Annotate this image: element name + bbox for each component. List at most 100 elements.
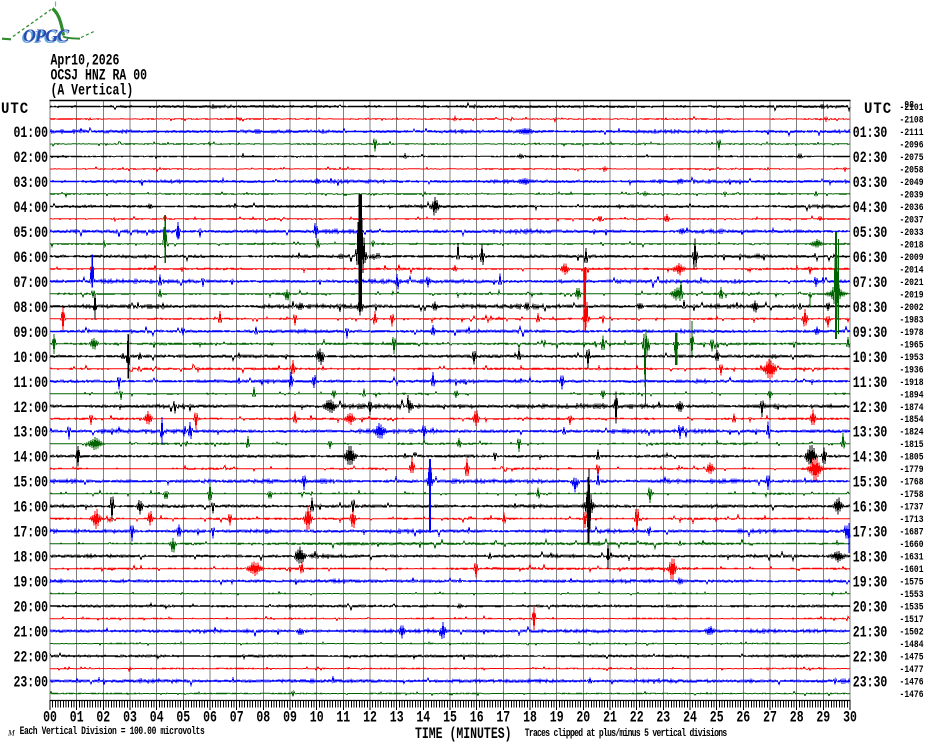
svg-text:-1737: -1737 bbox=[900, 501, 924, 513]
svg-text:-1601: -1601 bbox=[900, 563, 924, 575]
svg-text:10:30: 10:30 bbox=[853, 350, 887, 367]
svg-text:08:30: 08:30 bbox=[853, 300, 887, 317]
svg-text:19:30: 19:30 bbox=[853, 575, 887, 592]
svg-text:-1978: -1978 bbox=[900, 326, 924, 338]
svg-text:20:00: 20:00 bbox=[14, 600, 48, 617]
svg-text:02: 02 bbox=[96, 710, 110, 727]
svg-text:-2096: -2096 bbox=[900, 139, 924, 151]
svg-text:-2002: -2002 bbox=[900, 301, 924, 313]
svg-text:-1477: -1477 bbox=[900, 663, 924, 675]
svg-text:02:00: 02:00 bbox=[14, 151, 48, 168]
svg-text:16:30: 16:30 bbox=[853, 500, 887, 517]
svg-text:-1815: -1815 bbox=[900, 438, 924, 450]
svg-text:-1476: -1476 bbox=[900, 688, 924, 700]
svg-text:26: 26 bbox=[736, 710, 750, 727]
svg-text:17:30: 17:30 bbox=[853, 525, 887, 542]
svg-text:-1553: -1553 bbox=[900, 588, 924, 600]
svg-text:20: 20 bbox=[576, 710, 590, 727]
svg-text:-1631: -1631 bbox=[900, 551, 924, 563]
svg-text:-2111: -2111 bbox=[900, 126, 924, 138]
svg-text:-2009: -2009 bbox=[900, 251, 924, 263]
svg-text:14:30: 14:30 bbox=[853, 450, 887, 467]
svg-text:05: 05 bbox=[176, 710, 190, 727]
svg-text:02:30: 02:30 bbox=[853, 151, 887, 168]
svg-text:-2075: -2075 bbox=[900, 151, 924, 163]
svg-text:04:30: 04:30 bbox=[853, 200, 887, 217]
svg-text:-1936: -1936 bbox=[900, 363, 924, 375]
svg-text:16:00: 16:00 bbox=[14, 500, 48, 517]
svg-text:-2039: -2039 bbox=[900, 188, 924, 200]
svg-text:03:00: 03:00 bbox=[14, 175, 48, 192]
svg-text:-2037: -2037 bbox=[900, 213, 924, 225]
svg-text:23:30: 23:30 bbox=[853, 675, 887, 692]
svg-text:15:30: 15:30 bbox=[853, 475, 887, 492]
svg-text:01: 01 bbox=[70, 710, 84, 727]
svg-text:-2021: -2021 bbox=[900, 276, 924, 288]
svg-text:-1484: -1484 bbox=[900, 638, 924, 650]
svg-text:13:00: 13:00 bbox=[14, 425, 48, 442]
svg-text:-2014: -2014 bbox=[900, 263, 924, 275]
svg-text:01:00: 01:00 bbox=[14, 126, 48, 143]
svg-text:09:00: 09:00 bbox=[14, 325, 48, 342]
svg-text:-1805: -1805 bbox=[900, 451, 924, 463]
svg-text:07:30: 07:30 bbox=[853, 275, 887, 292]
svg-text:09:30: 09:30 bbox=[853, 325, 887, 342]
svg-text:-2018: -2018 bbox=[900, 238, 924, 250]
svg-text:12:00: 12:00 bbox=[14, 400, 48, 417]
svg-text:-1779: -1779 bbox=[900, 463, 924, 475]
svg-text:13:30: 13:30 bbox=[853, 425, 887, 442]
svg-text:-1660: -1660 bbox=[900, 538, 924, 550]
svg-text:OCSJ HNZ RA 00: OCSJ HNZ RA 00 bbox=[51, 68, 148, 85]
svg-text:07:00: 07:00 bbox=[14, 275, 48, 292]
svg-text:20:30: 20:30 bbox=[853, 600, 887, 617]
svg-text:OPGC: OPGC bbox=[23, 25, 70, 45]
svg-text:19: 19 bbox=[550, 710, 564, 727]
svg-text:06: 06 bbox=[203, 710, 217, 727]
svg-text:11: 11 bbox=[336, 710, 350, 727]
svg-text:-2019: -2019 bbox=[900, 288, 924, 300]
svg-text:-1965: -1965 bbox=[900, 338, 924, 350]
svg-text:98: 98 bbox=[904, 99, 914, 111]
svg-text:12: 12 bbox=[363, 710, 377, 727]
svg-text:-1894: -1894 bbox=[900, 388, 924, 400]
svg-text:-1535: -1535 bbox=[900, 601, 924, 613]
svg-text:28: 28 bbox=[790, 710, 804, 727]
svg-text:15:00: 15:00 bbox=[14, 475, 48, 492]
svg-text:-1476: -1476 bbox=[900, 676, 924, 688]
svg-text:-1854: -1854 bbox=[900, 413, 924, 425]
svg-text:-1575: -1575 bbox=[900, 576, 924, 588]
svg-text:12:30: 12:30 bbox=[853, 400, 887, 417]
svg-text:19:00: 19:00 bbox=[14, 575, 48, 592]
svg-text:-1687: -1687 bbox=[900, 526, 924, 538]
svg-text:-2101: -2101 bbox=[900, 101, 924, 113]
svg-text:16: 16 bbox=[470, 710, 484, 727]
svg-text:OPGC: OPGC bbox=[22, 27, 69, 47]
svg-text:18:00: 18:00 bbox=[14, 550, 48, 567]
svg-text:-2108: -2108 bbox=[900, 114, 924, 126]
svg-text:(A Vertical): (A Vertical) bbox=[51, 83, 134, 100]
svg-text:09: 09 bbox=[283, 710, 297, 727]
svg-text:21:30: 21:30 bbox=[853, 625, 887, 642]
svg-text:25: 25 bbox=[710, 710, 724, 727]
svg-text:08:00: 08:00 bbox=[14, 300, 48, 317]
svg-text:-1768: -1768 bbox=[900, 476, 924, 488]
svg-text:21:00: 21:00 bbox=[14, 625, 48, 642]
svg-text:14: 14 bbox=[416, 710, 430, 727]
svg-text:06:30: 06:30 bbox=[853, 250, 887, 267]
svg-text:05:00: 05:00 bbox=[14, 225, 48, 242]
svg-text:-2033: -2033 bbox=[900, 226, 924, 238]
svg-text:UTC: UTC bbox=[1, 101, 29, 118]
svg-text:21: 21 bbox=[603, 710, 617, 727]
svg-text:18: 18 bbox=[523, 710, 537, 727]
svg-text:17: 17 bbox=[496, 710, 510, 727]
svg-text:Traces clipped at plus/minus 5: Traces clipped at plus/minus 5 vertical … bbox=[525, 727, 728, 740]
svg-text:15: 15 bbox=[443, 710, 457, 727]
svg-text:27: 27 bbox=[763, 710, 777, 727]
svg-text:UTC: UTC bbox=[864, 101, 892, 118]
svg-text:30: 30 bbox=[843, 710, 857, 727]
svg-text:04: 04 bbox=[150, 710, 164, 727]
svg-text:04:00: 04:00 bbox=[14, 200, 48, 217]
svg-text:11:30: 11:30 bbox=[853, 375, 887, 392]
svg-text:01:30: 01:30 bbox=[853, 126, 887, 143]
svg-text:22:00: 22:00 bbox=[14, 650, 48, 667]
